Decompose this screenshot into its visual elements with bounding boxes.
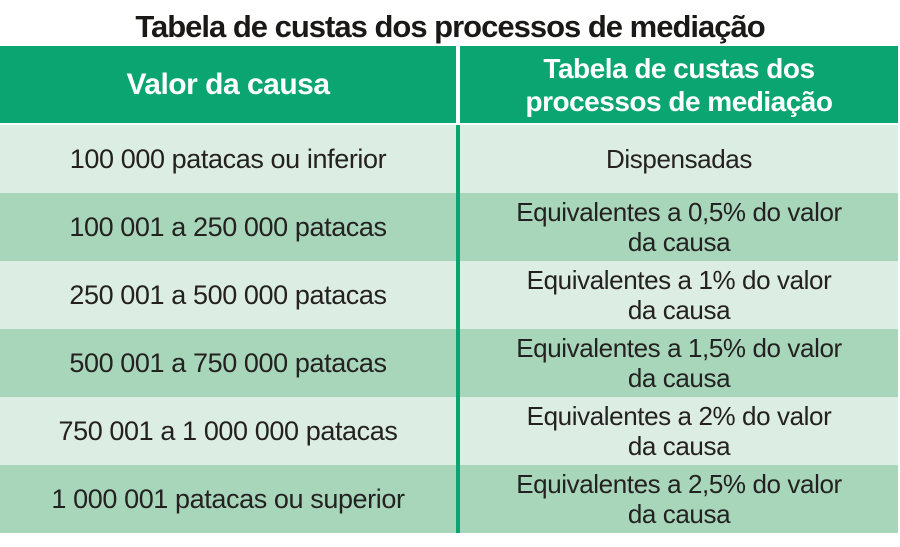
valor-cell: 500 001 a 750 000 patacas [69,347,387,378]
column-header-custas: Tabela de custas dos processos de mediaç… [460,46,898,123]
table-row: 500 001 a 750 000 patacas Equivalentes a… [0,329,898,397]
custas-cell: Dispensadas [606,144,752,174]
column-divider [456,329,460,397]
column-divider [456,397,460,465]
table-row: 1 000 001 patacas ou superior Equivalent… [0,465,898,533]
column-divider [456,261,460,329]
column-header-valor: Valor da causa [0,46,456,123]
column-divider [456,465,460,533]
custas-cell: Equivalentes a 0,5% do valor da causa [516,197,842,257]
custas-cell: Equivalentes a 2,5% do valor da causa [516,469,842,529]
table-row: 100 000 patacas ou inferior Dispensadas [0,125,898,193]
fees-table: Valor da causa Tabela de custas dos proc… [0,46,898,533]
column-divider [456,193,460,261]
valor-cell: 250 001 a 500 000 patacas [69,279,387,310]
custas-cell: Equivalentes a 1,5% do valor da causa [516,333,842,393]
valor-cell: 750 001 a 1 000 000 patacas [58,415,398,446]
custas-cell: Equivalentes a 1% do valor da causa [526,265,832,325]
custas-cell: Equivalentes a 2% do valor da causa [526,401,832,461]
table-row: 100 001 a 250 000 patacas Equivalentes a… [0,193,898,261]
header-separator [0,123,898,125]
valor-cell: 1 000 001 patacas ou superior [51,483,405,514]
column-divider [456,125,460,193]
table-header-row: Valor da causa Tabela de custas dos proc… [0,46,898,123]
table-row: 250 001 a 500 000 patacas Equivalentes a… [0,261,898,329]
valor-cell: 100 001 a 250 000 patacas [69,211,387,242]
table-row: 750 001 a 1 000 000 patacas Equivalentes… [0,397,898,465]
header-column-divider [456,46,460,123]
valor-cell: 100 000 patacas ou inferior [69,143,387,174]
page-title: Tabela de custas dos processos de mediaç… [135,9,765,44]
